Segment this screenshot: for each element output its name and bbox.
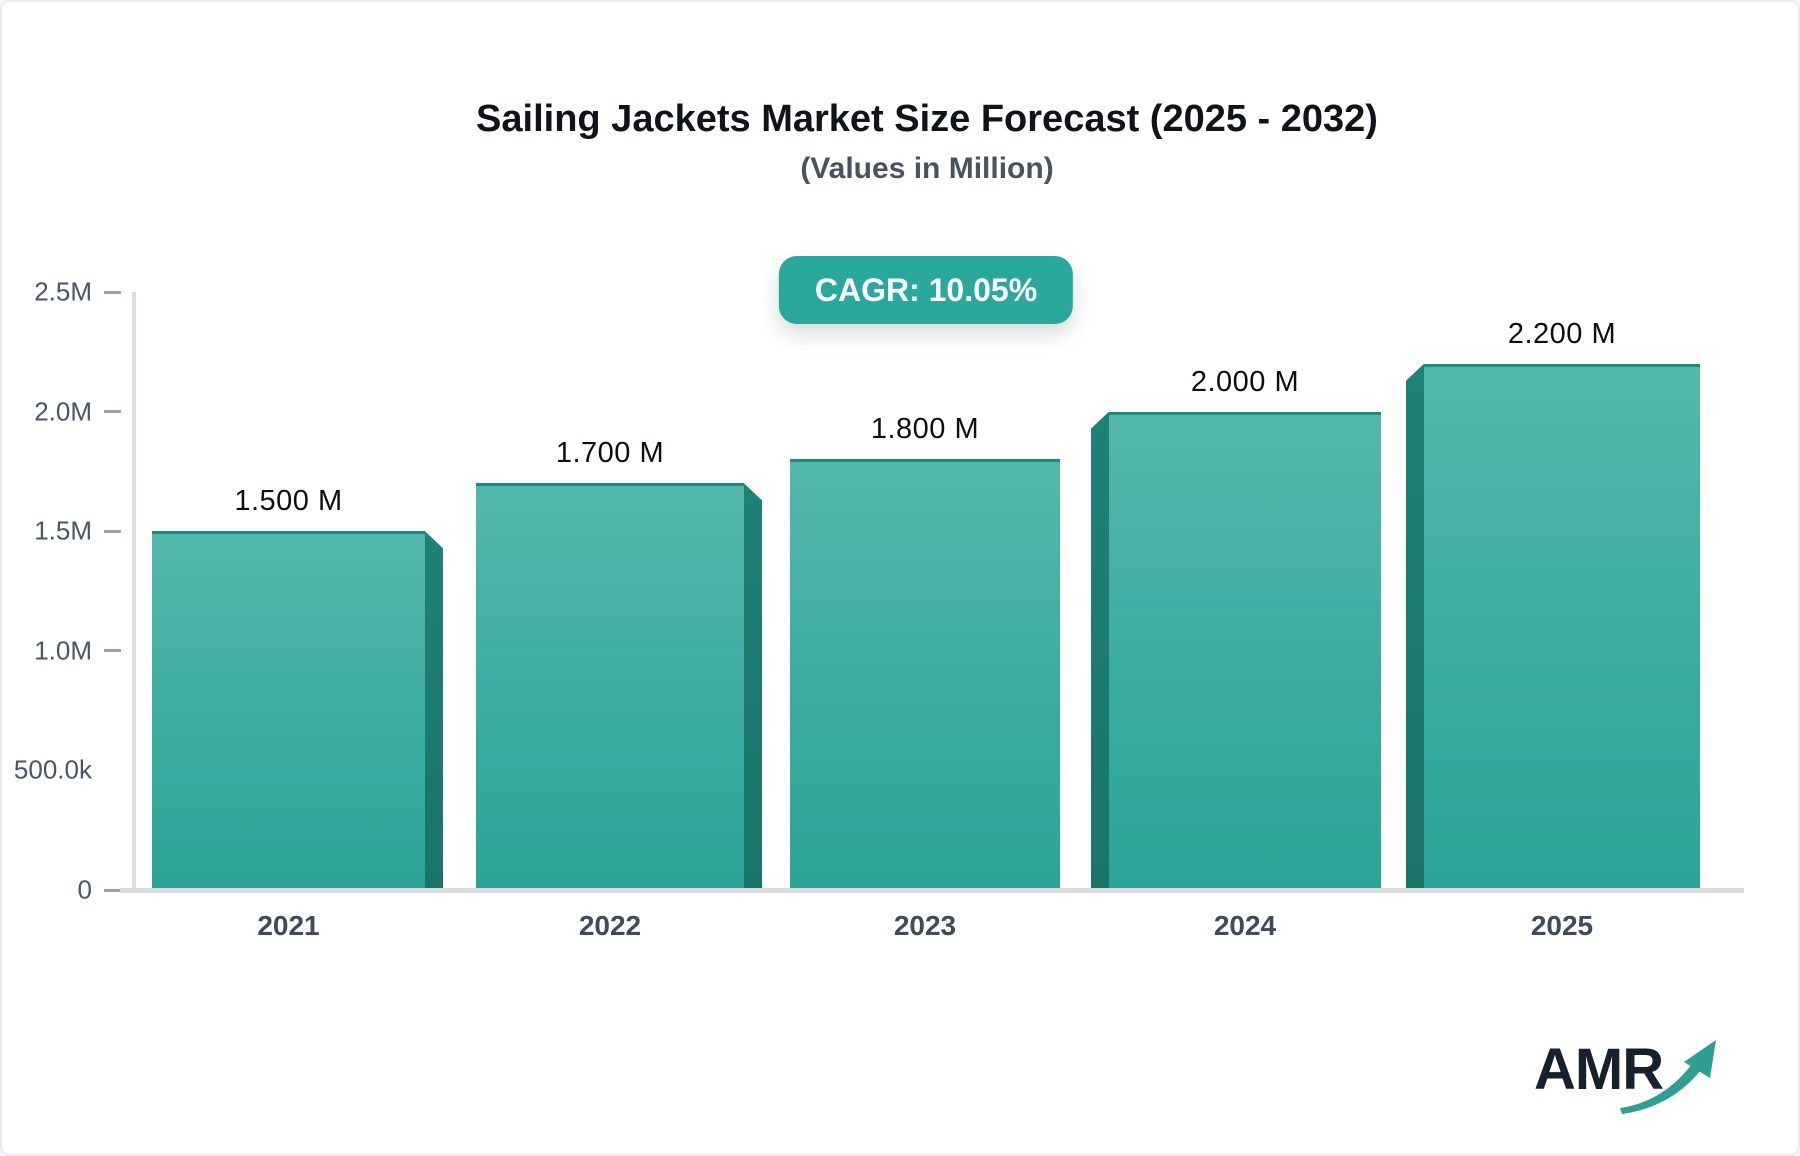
bar-3d-side [425,531,443,890]
bar-2024 [1109,411,1381,890]
amr-logo: AMR [1534,1036,1716,1126]
x-axis-label-2021: 2021 [257,910,320,941]
bar-3d-side [1406,363,1424,890]
y-axis-line [132,292,136,890]
x-axis-label-2023: 2023 [893,910,957,941]
x-axis-label-2025: 2025 [1530,910,1594,941]
bar-2023 [790,459,1060,890]
x-axis-label-2024: 2024 [1213,910,1277,941]
bar-2022 [476,483,744,890]
amr-logo-text: AMR [1534,1037,1664,1102]
y-tick-mark [104,529,121,533]
x-axis-label-2022: 2022 [578,910,642,941]
y-tick-label: 1.0M [34,635,92,666]
bar-value-label: 1.800 M [870,413,980,446]
bar-value-label: 1.500 M [234,485,343,518]
bar-3d-side [744,483,762,890]
bar-3d-side [1091,411,1109,890]
bar-value-label: 1.700 M [555,437,665,470]
y-tick-label: 500.0k [13,754,92,785]
y-tick-label: 2.0M [34,396,92,427]
y-tick-mark [104,290,121,294]
y-tick-label: 1.5M [34,515,92,546]
bar-value-label: 2.000 M [1190,365,1300,398]
bar-2025 [1424,363,1700,890]
y-tick-mark [104,649,121,653]
y-tick-label: 0 [77,874,92,905]
cagr-badge: CAGR: 10.05% [778,256,1074,324]
bar-value-label: 2.200 M [1507,317,1617,350]
chart-title: Sailing Jackets Market Size Forecast (20… [476,98,1378,140]
bar-2021 [152,531,425,890]
y-tick-label: 2.5M [34,276,92,307]
x-axis-line [120,888,1744,893]
chart-subtitle: (Values in Million) [800,152,1054,185]
y-tick-mark [104,410,121,414]
growth-arrow-icon [1620,1040,1716,1114]
y-tick-mark [104,888,121,892]
